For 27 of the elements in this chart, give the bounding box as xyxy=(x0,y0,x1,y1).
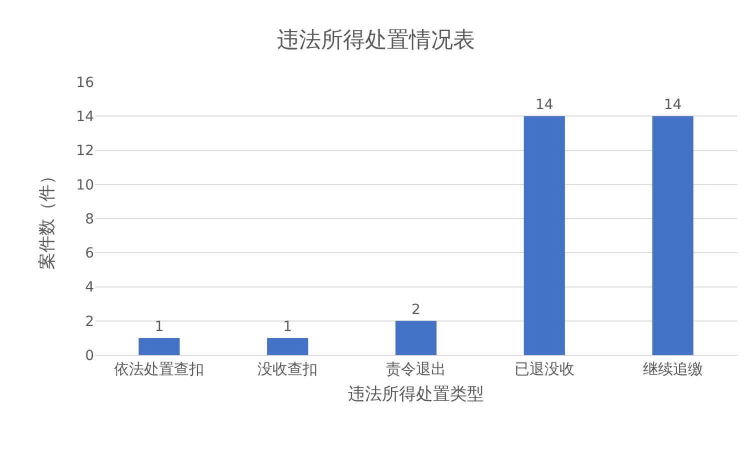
y-tick-label: 14 xyxy=(76,109,94,126)
bar xyxy=(267,338,308,355)
y-axis-title: 案件数（件） xyxy=(38,168,58,270)
y-tick-label: 6 xyxy=(85,246,94,262)
bar xyxy=(524,116,565,355)
bar xyxy=(395,320,437,355)
x-tick-label: 责令退出 xyxy=(386,360,446,378)
bar xyxy=(652,116,694,355)
x-tick-label: 依法处置查扣 xyxy=(114,360,204,378)
data-label: 1 xyxy=(283,318,292,335)
x-tick-label: 继续追缴 xyxy=(642,360,703,378)
x-axis-title: 违法所得处置类型 xyxy=(348,384,484,404)
data-label: 2 xyxy=(412,302,420,318)
data-label: 1 xyxy=(154,318,164,335)
x-tick-label: 已退没收 xyxy=(514,360,574,378)
y-tick-label: 10 xyxy=(76,177,94,194)
chart-title: 违法所得处置情况表 xyxy=(277,28,475,54)
bar xyxy=(138,338,180,355)
x-tick-label: 没收查扣 xyxy=(258,360,318,378)
y-tick-label: 12 xyxy=(76,143,94,160)
data-label: 14 xyxy=(535,97,554,114)
y-tick-label: 4 xyxy=(85,280,94,296)
y-tick-label: 8 xyxy=(85,211,94,228)
y-tick-label: 16 xyxy=(76,74,94,91)
data-label: 14 xyxy=(664,97,682,114)
y-tick-label: 2 xyxy=(85,314,94,330)
y-tick-label: 0 xyxy=(85,348,94,364)
